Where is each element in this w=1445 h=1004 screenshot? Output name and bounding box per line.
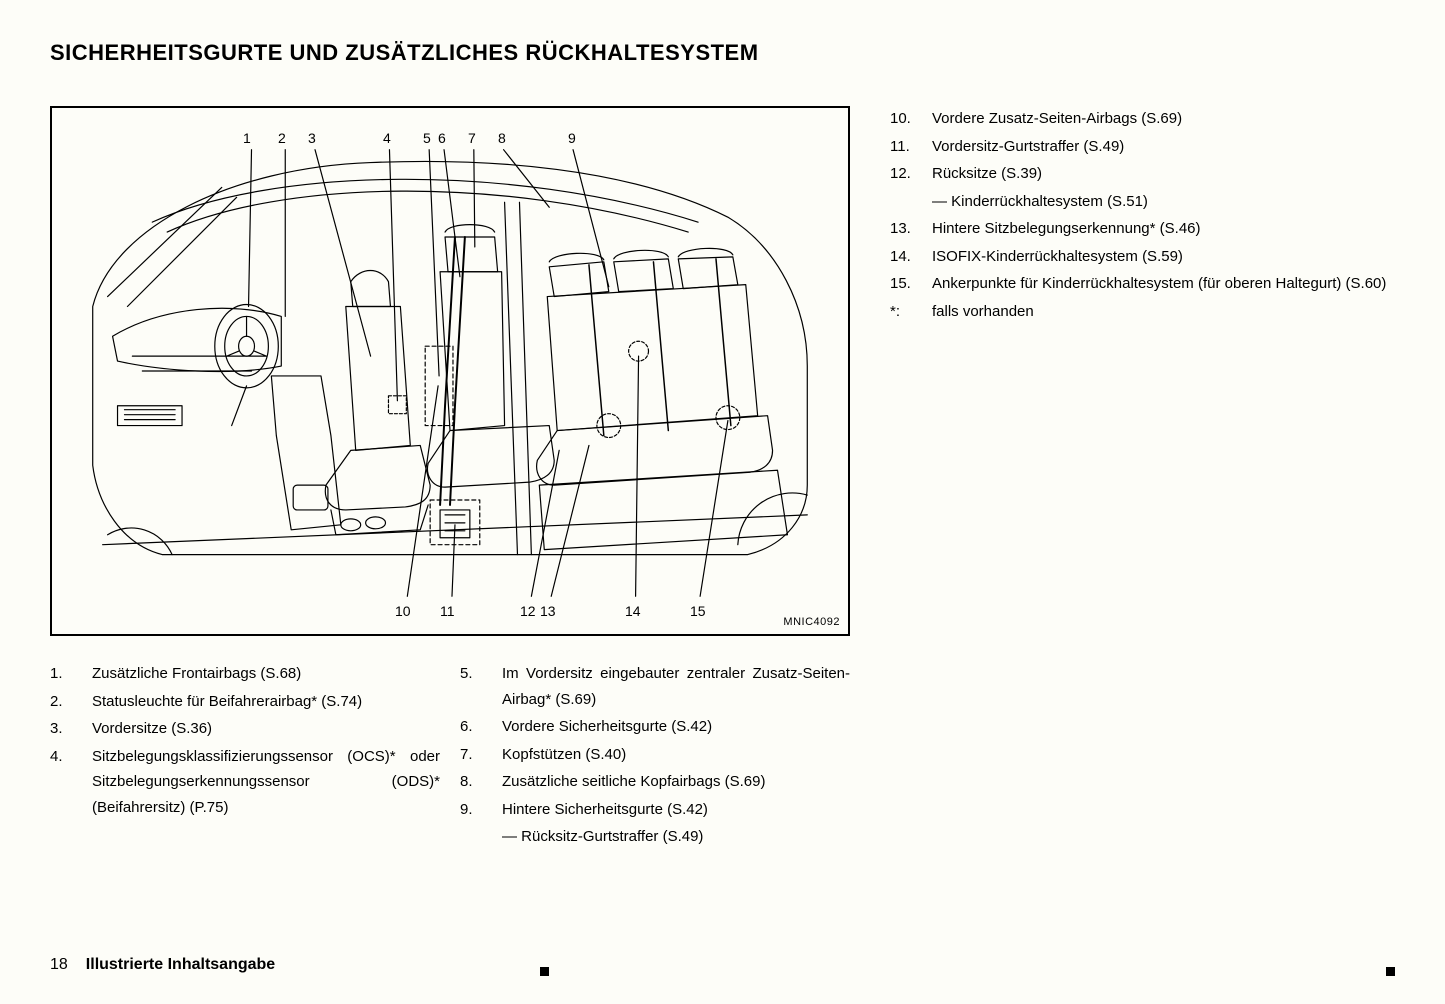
- page-number: 18: [50, 956, 68, 974]
- callout-num-bottom: 11: [440, 603, 455, 619]
- legend-item: 6.Vordere Sicherheitsgurte (S.42): [460, 714, 850, 740]
- legend-columns-bottom: 1.Zusätzliche Frontairbags (S.68)2.Statu…: [50, 661, 850, 852]
- legend-item: — Kinderrückhaltesystem (S.51): [890, 189, 1395, 215]
- callout-num-top: 9: [568, 130, 576, 146]
- callout-num-bottom: 15: [690, 603, 706, 619]
- legend-item-number: 15.: [890, 271, 932, 297]
- legend-item-text: Rücksitze (S.39): [932, 161, 1395, 187]
- car-interior-diagram: [52, 108, 848, 634]
- callout-num-top: 6: [438, 130, 446, 146]
- legend-item-number: 2.: [50, 689, 92, 715]
- legend-item: *:falls vorhanden: [890, 299, 1395, 325]
- legend-item-number: 12.: [890, 161, 932, 187]
- legend-item-text: ISOFIX-Kinderrückhaltesystem (S.59): [932, 244, 1395, 270]
- legend-item-text: — Rücksitz-Gurtstraffer (S.49): [502, 824, 850, 850]
- legend-item-number: 10.: [890, 106, 932, 132]
- callout-num-top: 3: [308, 130, 316, 146]
- legend-item-text: Zusätzliche seitliche Kopfairbags (S.69): [502, 769, 850, 795]
- legend-item-text: Vordere Zusatz-Seiten-Airbags (S.69): [932, 106, 1395, 132]
- callout-num-top: 1: [243, 130, 251, 146]
- legend-item: 4.Sitzbelegungsklassifizierungssensor (O…: [50, 744, 440, 821]
- footer-title: Illustrierte Inhaltsangabe: [86, 956, 275, 974]
- legend-item: 8.Zusätzliche seitliche Kopfairbags (S.6…: [460, 769, 850, 795]
- legend-item-number: *:: [890, 299, 932, 325]
- legend-item-text: falls vorhanden: [932, 299, 1395, 325]
- legend-item-text: Vordere Sicherheitsgurte (S.42): [502, 714, 850, 740]
- left-column: 123456789 101112131415 MNIC4092 1.Zusätz…: [50, 106, 850, 852]
- callout-num-bottom: 14: [625, 603, 641, 619]
- legend-item-number: 13.: [890, 216, 932, 242]
- legend-item: 7.Kopfstützen (S.40): [460, 742, 850, 768]
- legend-item-text: Zusätzliche Frontairbags (S.68): [92, 661, 440, 687]
- legend-item: 1.Zusätzliche Frontairbags (S.68): [50, 661, 440, 687]
- legend-item: 13.Hintere Sitzbelegungserkennung* (S.46…: [890, 216, 1395, 242]
- legend-item-text: Sitzbelegungsklassifizierungssensor (OCS…: [92, 744, 440, 821]
- legend-item-number: 11.: [890, 134, 932, 160]
- legend-item: 2.Statusleuchte für Beifahrerairbag* (S.…: [50, 689, 440, 715]
- callout-num-top: 7: [468, 130, 476, 146]
- legend-item-text: Ankerpunkte für Kinderrückhaltesystem (f…: [932, 271, 1395, 297]
- legend-item: 10.Vordere Zusatz-Seiten-Airbags (S.69): [890, 106, 1395, 132]
- legend-item-text: — Kinderrückhaltesystem (S.51): [932, 189, 1395, 215]
- legend-item-number: 9.: [460, 797, 502, 823]
- page-footer: 18 Illustrierte Inhaltsangabe: [50, 956, 275, 974]
- crop-mark: [540, 967, 549, 976]
- callout-num-top: 2: [278, 130, 286, 146]
- legend-item: — Rücksitz-Gurtstraffer (S.49): [460, 824, 850, 850]
- content-area: 123456789 101112131415 MNIC4092 1.Zusätz…: [50, 106, 1395, 852]
- legend-item: 12.Rücksitze (S.39): [890, 161, 1395, 187]
- legend-item-text: Im Vordersitz eingebauter zentraler Zusa…: [502, 661, 850, 712]
- callout-num-bottom: 10: [395, 603, 411, 619]
- legend-item: 11.Vordersitz-Gurtstraffer (S.49): [890, 134, 1395, 160]
- legend-item-text: Vordersitz-Gurtstraffer (S.49): [932, 134, 1395, 160]
- diagram-container: 123456789 101112131415 MNIC4092: [50, 106, 850, 636]
- legend-col-2: 5.Im Vordersitz eingebauter zentraler Zu…: [460, 661, 850, 852]
- callout-num-bottom: 12: [520, 603, 536, 619]
- legend-item-number: 4.: [50, 744, 92, 821]
- legend-item-text: Vordersitze (S.36): [92, 716, 440, 742]
- legend-item-number: 14.: [890, 244, 932, 270]
- legend-item-text: Kopfstützen (S.40): [502, 742, 850, 768]
- legend-item-text: Statusleuchte für Beifahrerairbag* (S.74…: [92, 689, 440, 715]
- legend-item: 3.Vordersitze (S.36): [50, 716, 440, 742]
- legend-item: 15.Ankerpunkte für Kinderrückhaltesystem…: [890, 271, 1395, 297]
- legend-item-number: 5.: [460, 661, 502, 712]
- legend-item: 5.Im Vordersitz eingebauter zentraler Zu…: [460, 661, 850, 712]
- legend-col-1: 1.Zusätzliche Frontairbags (S.68)2.Statu…: [50, 661, 440, 852]
- legend-col-3: 10.Vordere Zusatz-Seiten-Airbags (S.69)1…: [890, 106, 1395, 852]
- legend-item: 9.Hintere Sicherheitsgurte (S.42): [460, 797, 850, 823]
- callout-num-top: 4: [383, 130, 391, 146]
- legend-item-number: 7.: [460, 742, 502, 768]
- crop-mark: [1386, 967, 1395, 976]
- callout-num-bottom: 13: [540, 603, 556, 619]
- callout-num-top: 8: [498, 130, 506, 146]
- legend-item-number: 8.: [460, 769, 502, 795]
- legend-item-text: Hintere Sitzbelegungserkennung* (S.46): [932, 216, 1395, 242]
- legend-item-text: Hintere Sicherheitsgurte (S.42): [502, 797, 850, 823]
- page-title: SICHERHEITSGURTE UND ZUSÄTZLICHES RÜCKHA…: [50, 40, 1395, 66]
- legend-item-number: 1.: [50, 661, 92, 687]
- legend-item-number: 3.: [50, 716, 92, 742]
- callout-num-top: 5: [423, 130, 431, 146]
- legend-item-number: 6.: [460, 714, 502, 740]
- legend-item: 14.ISOFIX-Kinderrückhaltesystem (S.59): [890, 244, 1395, 270]
- figure-code: MNIC4092: [783, 616, 840, 628]
